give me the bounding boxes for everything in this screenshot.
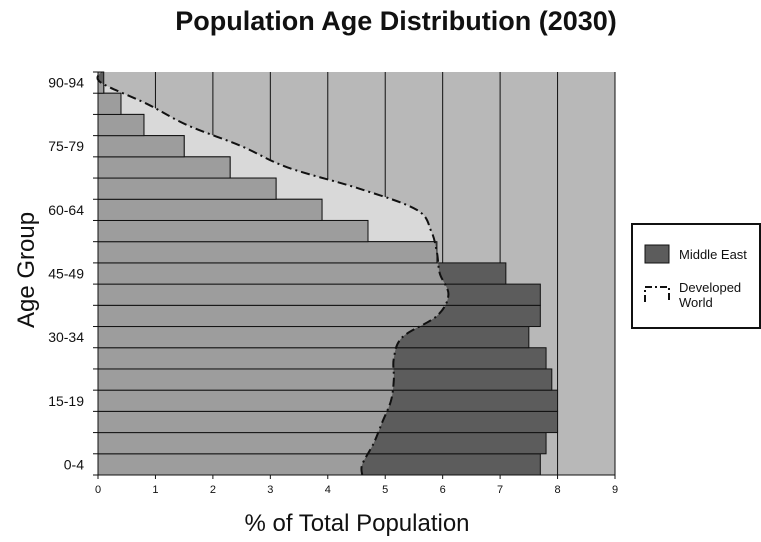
legend-label-developed-world: Developed World <box>679 280 745 310</box>
axes <box>93 71 616 479</box>
y-axis-label: Age Group <box>13 212 40 328</box>
chart-title: Population Age Distribution (2030) <box>175 6 617 36</box>
legend-swatch-middle-east <box>644 244 670 264</box>
y-tick-labels: 90-94 75-79 60-64 45-49 30-34 15-19 0-4 <box>48 75 84 473</box>
bar-overlap <box>97 92 122 115</box>
bar-overlap <box>97 219 369 243</box>
x-tick-label: 0 <box>95 484 101 496</box>
bar-overlap <box>97 198 323 221</box>
x-tick-label: 5 <box>382 484 388 496</box>
y-tick-label: 15-19 <box>48 393 84 409</box>
legend-box <box>631 223 761 329</box>
y-tick-label: 60-64 <box>48 202 84 218</box>
x-tick-labels: 0 1 2 3 4 5 6 7 8 9 <box>95 484 618 496</box>
legend: Middle East Developed World <box>631 223 761 329</box>
middle-east-bars-overlap <box>97 72 449 475</box>
bar-overlap <box>97 135 185 158</box>
developed-world-line <box>96 71 450 476</box>
legend-label-middle-east: Middle East <box>679 247 747 262</box>
y-tick-label: 0-4 <box>64 456 84 472</box>
x-tick-label: 8 <box>554 484 560 496</box>
x-tick-label: 2 <box>210 484 216 496</box>
legend-label-developed-world-line2: World <box>679 295 713 310</box>
y-tick-label: 45-49 <box>48 266 84 282</box>
x-axis-label: % of Total Population <box>244 510 469 537</box>
y-tick-label: 75-79 <box>48 138 84 154</box>
x-tick-label: 6 <box>440 484 446 496</box>
legend-swatch-developed-world <box>644 286 670 302</box>
bar-overlap <box>97 177 277 200</box>
x-tick-label: 9 <box>612 484 618 496</box>
x-tick-label: 1 <box>152 484 158 496</box>
bar-overlap <box>97 156 231 179</box>
x-tick-label: 3 <box>267 484 273 496</box>
x-tick-label: 4 <box>325 484 331 496</box>
bar-overlap <box>97 113 145 137</box>
y-tick-label: 90-94 <box>48 75 84 91</box>
bar-overlap <box>97 241 438 264</box>
y-tick-label: 30-34 <box>48 329 84 345</box>
legend-label-developed-world-line1: Developed <box>679 280 741 295</box>
x-tick-label: 7 <box>497 484 503 496</box>
